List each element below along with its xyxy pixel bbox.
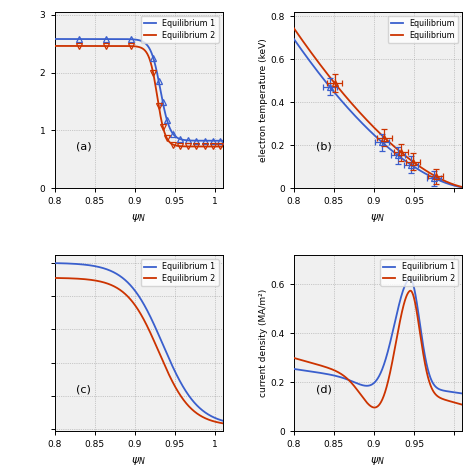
X-axis label: $\psi_N$: $\psi_N$ <box>131 212 146 224</box>
X-axis label: $\psi_N$: $\psi_N$ <box>371 455 385 467</box>
Legend: Equilibrium 1, Equilibrium 2: Equilibrium 1, Equilibrium 2 <box>141 259 219 286</box>
Legend: Equilibrium, Equilibrium: Equilibrium, Equilibrium <box>388 16 458 43</box>
Text: (c): (c) <box>76 384 91 394</box>
X-axis label: $\psi_N$: $\psi_N$ <box>131 455 146 467</box>
Y-axis label: electron temperature (keV): electron temperature (keV) <box>258 38 267 162</box>
Text: (d): (d) <box>316 384 331 394</box>
Text: (b): (b) <box>316 141 331 151</box>
Legend: Equilibrium 1, Equilibrium 2: Equilibrium 1, Equilibrium 2 <box>380 259 458 286</box>
X-axis label: $\psi_N$: $\psi_N$ <box>371 212 385 224</box>
Legend: Equilibrium 1, Equilibrium 2: Equilibrium 1, Equilibrium 2 <box>141 16 219 43</box>
Text: (a): (a) <box>76 141 92 151</box>
Y-axis label: current density (MA/m²): current density (MA/m²) <box>258 289 267 397</box>
